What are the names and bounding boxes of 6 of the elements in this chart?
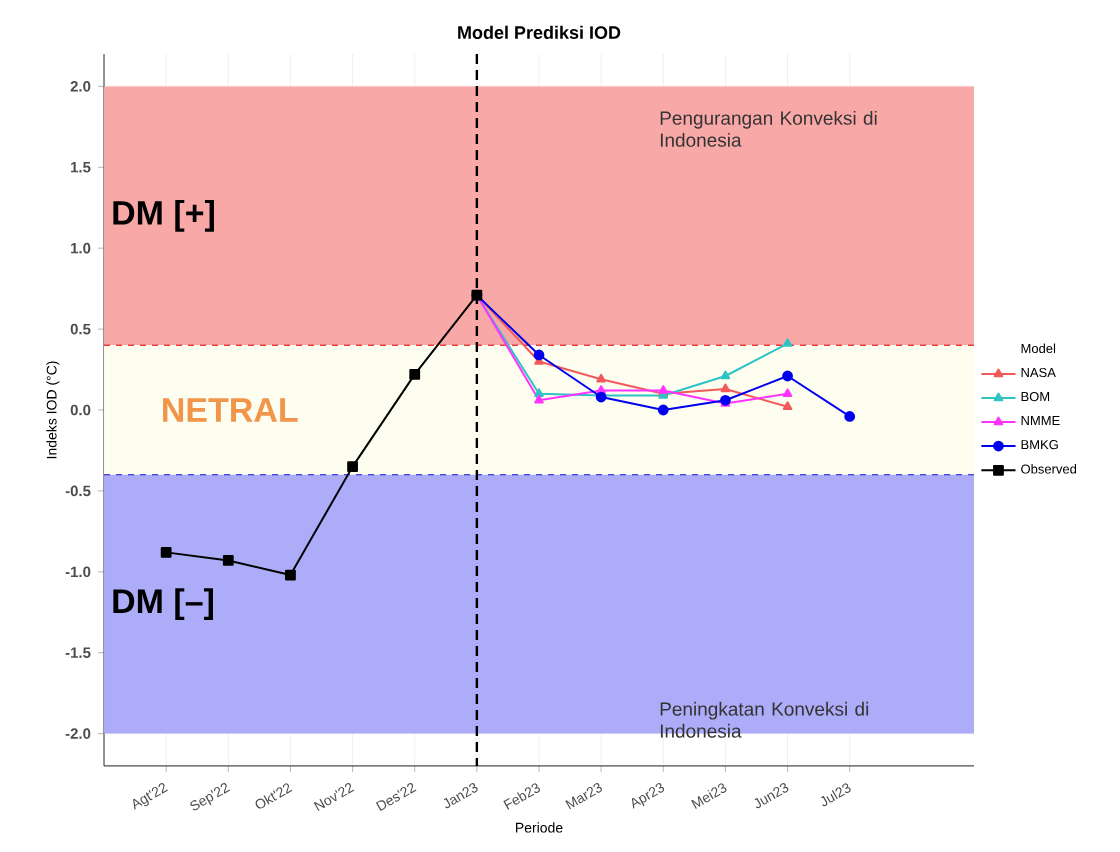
annotation: Peningkatan Konveksi di Indonesia [660,701,869,738]
band-label: DM [+] [113,199,214,232]
annotation: Pengurangan Konveksi di Indonesia [660,110,877,147]
chart-title: Model Prediksi IOD [458,25,621,39]
band-label: DM [–] [113,588,213,621]
band-label: NETRAL [163,398,298,422]
